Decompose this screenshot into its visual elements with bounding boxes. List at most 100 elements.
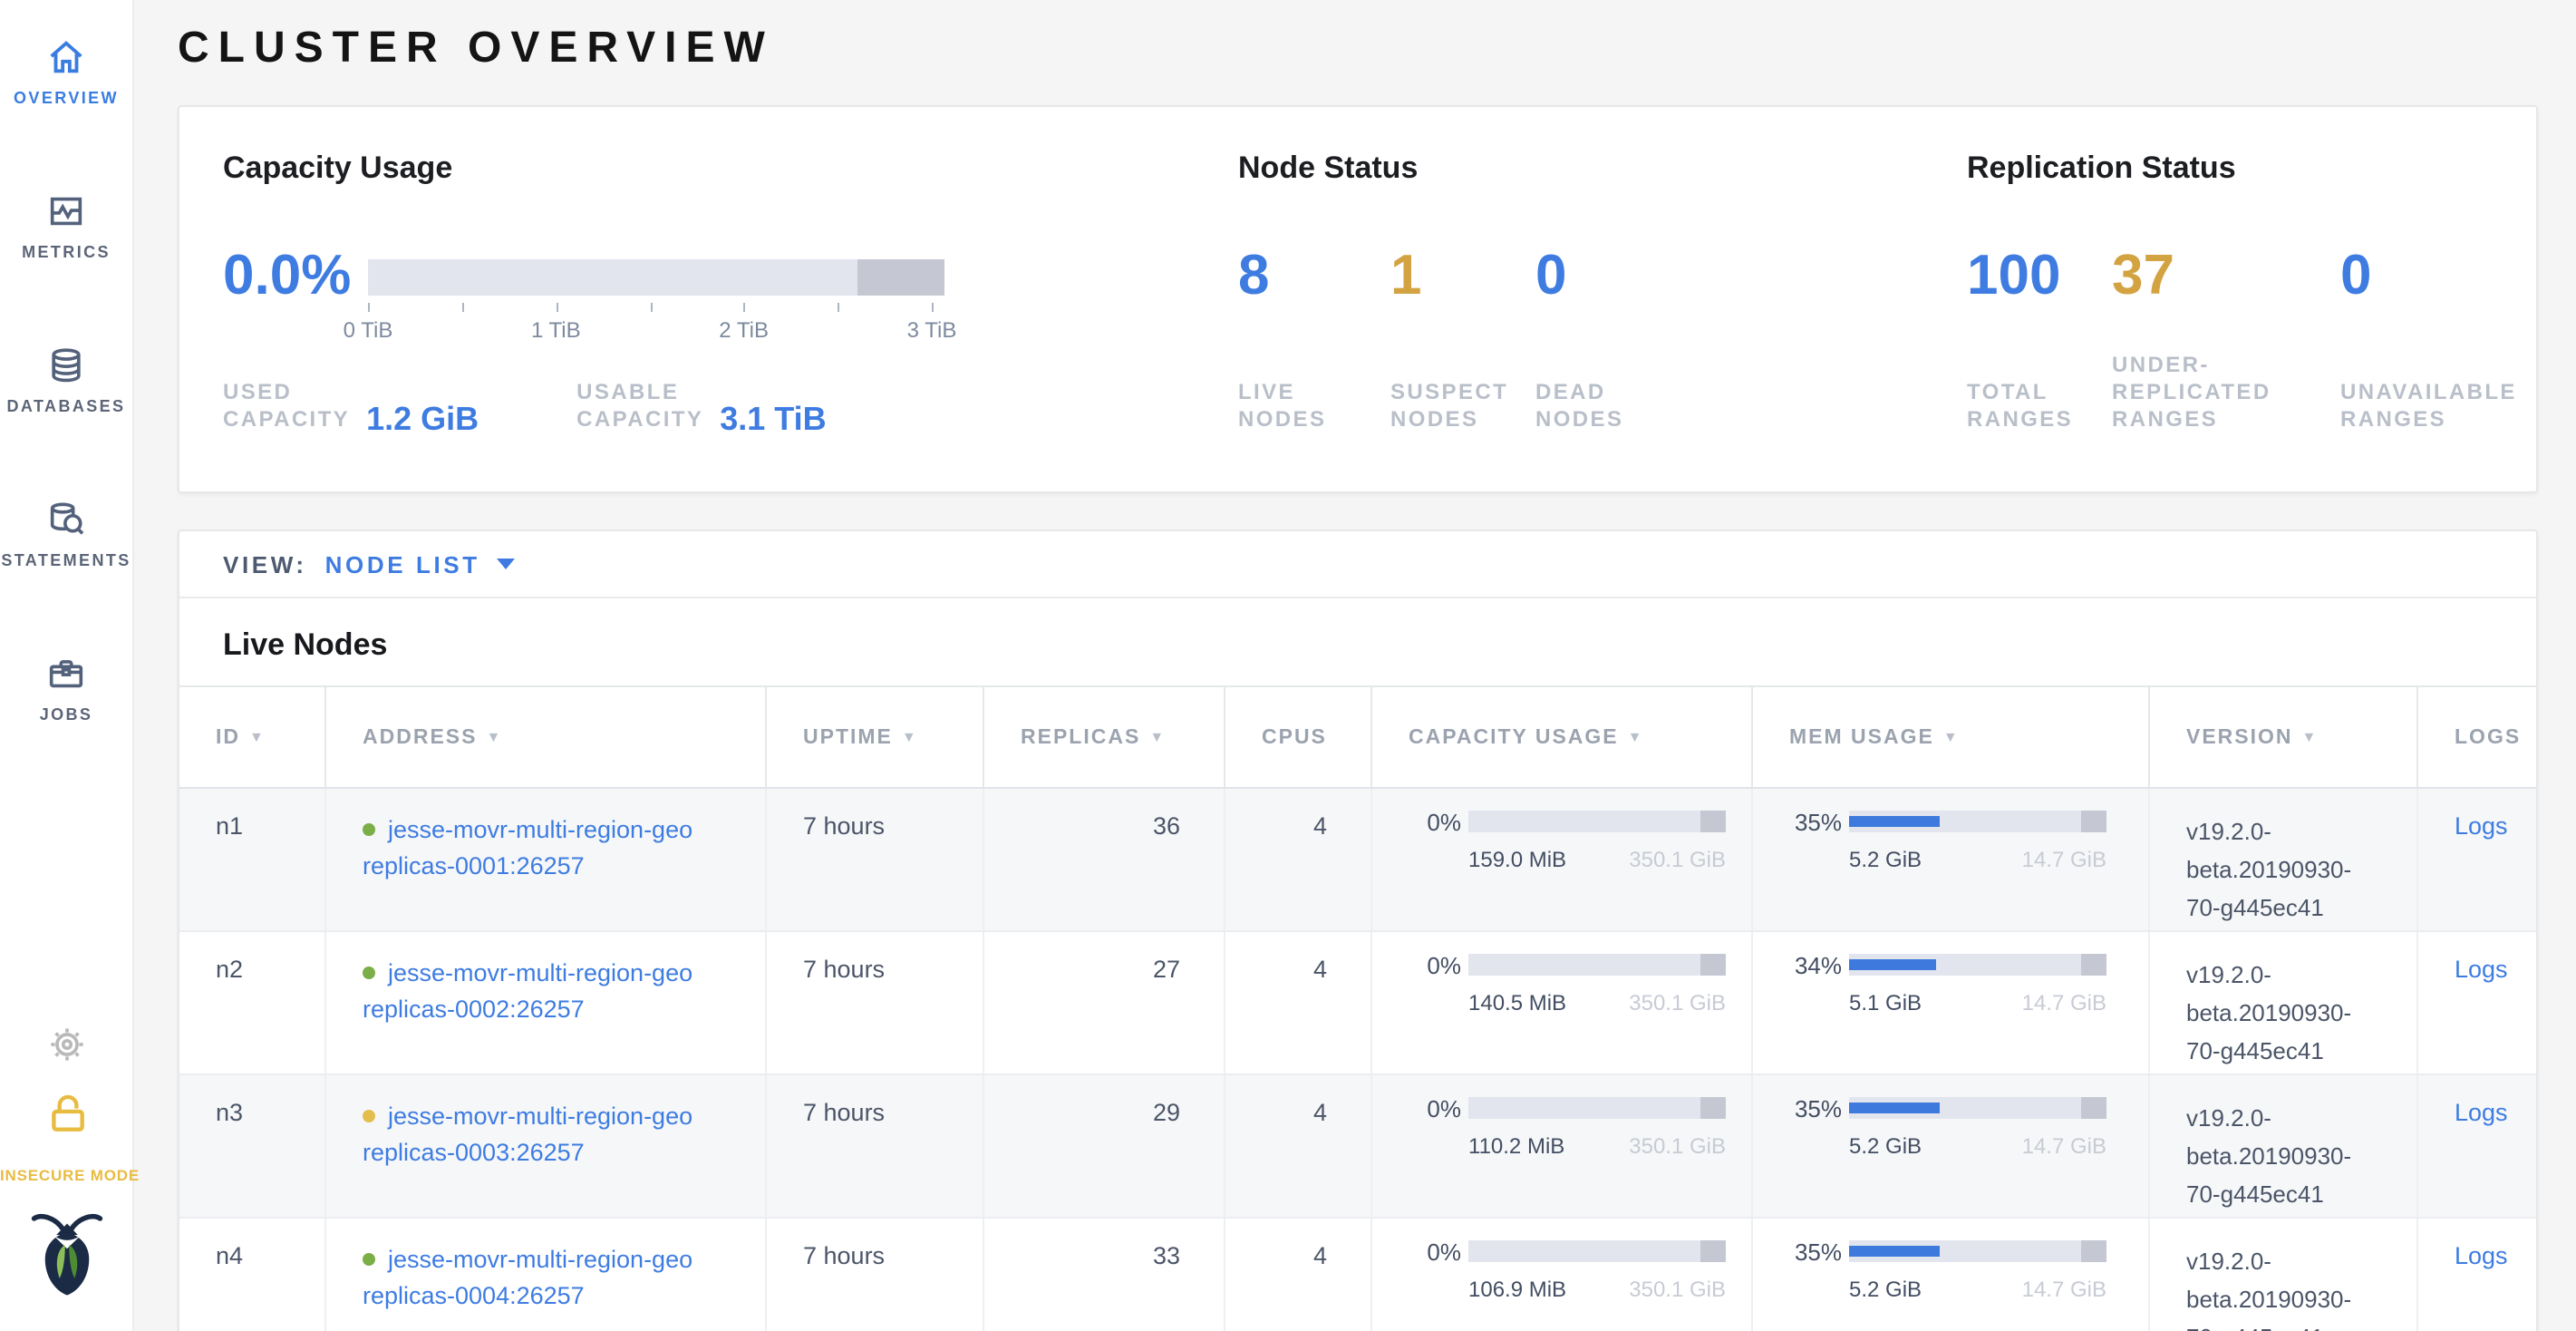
cpus-cell: 4 [1224,789,1370,930]
chevron-down-icon [496,559,515,569]
sort-arrow-icon: ▼ [1149,729,1167,745]
used-capacity-label: USED CAPACITY [223,379,351,432]
sort-arrow-icon: ▼ [1627,729,1644,745]
mem-usage-cell: 35% 5.2 GiB 14.7 GiB [1751,1219,2148,1331]
node-address-cell: jesse-movr-multi-region-geo replicas-0003… [324,1075,765,1217]
table-row: n4 jesse-movr-multi-region-geo replicas-0… [179,1219,2536,1331]
column-header-mem-usage[interactable]: MEM USAGE ▼ [1751,687,2148,787]
column-header-version[interactable]: VERSION ▼ [2148,687,2416,787]
capacity-usage-cell: 0% 110.2 MiB 350.1 GiB [1370,1075,1751,1217]
table-row: n2 jesse-movr-multi-region-geo replicas-0… [179,932,2536,1075]
usable-capacity-label: USABLE CAPACITY [576,379,704,432]
gauge-tick-label: 1 TiB [530,317,581,343]
sort-arrow-icon: ▼ [486,729,503,745]
dead-nodes-label: DEAD NODES [1535,379,1624,432]
version-cell: v19.2.0-beta.20190930-70-g445ec41 [2148,789,2416,930]
replication-status-section: Replication Status 100 37 0 TOTAL RANGES… [1967,151,2517,432]
column-header-logs[interactable]: LOGS [2416,687,2536,787]
used-capacity-stat: USED CAPACITY 1.2 GiB [223,379,479,437]
database-icon [0,345,132,386]
node-id-cell: n2 [216,956,244,983]
logs-cell: Logs [2416,1075,2536,1217]
node-health-dot-icon [363,1253,375,1266]
node-health-dot-icon [363,823,375,836]
sidebar-item-jobs[interactable]: JOBS [0,653,132,724]
node-id-cell: n4 [216,1242,244,1269]
cockroachdb-logo [0,1204,134,1307]
logs-cell: Logs [2416,789,2536,930]
settings-gear-icon[interactable] [0,1025,134,1074]
capacity-percent-value: 0.0% [223,243,352,306]
sidebar-item-label: METRICS [22,243,111,261]
metrics-chart-icon [0,190,132,232]
logs-link[interactable]: Logs [2455,812,2508,840]
sidebar-item-statements[interactable]: STATEMENTS [0,499,132,569]
cluster-summary-card: Capacity Usage 0.0% [178,105,2538,493]
logs-link[interactable]: Logs [2455,1099,2508,1126]
uptime-cell: 7 hours [765,932,983,1074]
column-header-replicas[interactable]: REPLICAS ▼ [983,687,1224,787]
node-id-cell: n3 [216,1099,244,1126]
insecure-lock-icon[interactable] [0,1090,134,1146]
mem-usage-cell: 34% 5.1 GiB 14.7 GiB [1751,932,2148,1074]
sidebar-item-metrics[interactable]: METRICS [0,190,132,261]
version-cell: v19.2.0-beta.20190930-70-g445ec41 [2148,1075,2416,1217]
column-header-uptime[interactable]: UPTIME ▼ [765,687,983,787]
live-nodes-count: 8 [1238,243,1270,306]
column-header-cpus[interactable]: CPUS [1224,687,1370,787]
sidebar-item-databases[interactable]: DATABASES [0,345,132,415]
total-ranges-count: 100 [1967,243,2061,306]
usable-capacity-stat: USABLE CAPACITY 3.1 TiB [576,379,827,437]
under-replicated-ranges-label: UNDER- REPLICATED RANGES [2112,352,2271,432]
memory-meter [1849,811,2106,832]
replicas-cell: 36 [983,789,1224,930]
gauge-tick-label: 3 TiB [906,317,957,343]
sidebar-item-label: OVERVIEW [14,89,119,107]
unavailable-ranges-count: 0 [2340,243,2372,306]
view-selector[interactable]: VIEW: NODE LIST [179,531,2536,598]
sidebar-item-label: STATEMENTS [1,551,131,569]
node-status-title: Node Status [1238,151,1419,185]
capacity-meter [1468,1097,1726,1119]
used-capacity-value: 1.2 GiB [366,401,479,437]
capacity-gauge-ticks [368,303,944,312]
node-health-dot-icon [363,967,375,979]
node-address-link[interactable]: jesse-movr-multi-region-geo replicas-0001… [363,816,693,879]
unavailable-ranges-label: UNAVAILABLE RANGES [2340,379,2517,432]
uptime-cell: 7 hours [765,1075,983,1217]
view-label: VIEW: [223,550,307,578]
capacity-meter [1468,954,1726,976]
column-header-capacity-usage[interactable]: CAPACITY USAGE ▼ [1370,687,1751,787]
mem-usage-cell: 35% 5.2 GiB 14.7 GiB [1751,1075,2148,1217]
statements-search-icon [0,499,132,540]
node-address-link[interactable]: jesse-movr-multi-region-geo replicas-0002… [363,959,693,1023]
node-status-section: Node Status 8 1 0 LIVE NODES SUSPECT NOD… [1238,151,1967,432]
column-header-id[interactable]: ID ▼ [216,726,266,748]
capacity-gauge-reserved-segment [857,259,944,296]
gauge-tick-label: 2 TiB [719,317,770,343]
dead-nodes-count: 0 [1535,243,1567,306]
capacity-gauge: 0 TiB 1 TiB 2 TiB 3 TiB [344,259,956,343]
sort-arrow-icon: ▼ [2301,729,2319,745]
sidebar-item-overview[interactable]: OVERVIEW [0,36,132,107]
sidebar-item-label: DATABASES [6,397,126,415]
gauge-tick-label: 0 TiB [343,317,393,343]
node-address-link[interactable]: jesse-movr-multi-region-geo replicas-0003… [363,1103,693,1166]
usable-capacity-value: 3.1 TiB [720,401,827,437]
column-header-address[interactable]: ADDRESS ▼ [324,687,765,787]
node-address-link[interactable]: jesse-movr-multi-region-geo replicas-0004… [363,1246,693,1309]
main-content: CLUSTER OVERVIEW Capacity Usage 0.0% [134,0,2576,1331]
version-cell: v19.2.0-beta.20190930-70-g445ec41 [2148,932,2416,1074]
nodes-table-card: VIEW: NODE LIST Live Nodes ID ▼ ADDRESS ▼ … [178,529,2538,1331]
logs-cell: Logs [2416,1219,2536,1331]
briefcase-icon [0,653,132,695]
suspect-nodes-count: 1 [1390,243,1422,306]
logs-cell: Logs [2416,932,2536,1074]
logs-link[interactable]: Logs [2455,956,2508,983]
logs-link[interactable]: Logs [2455,1242,2508,1269]
replicas-cell: 29 [983,1075,1224,1217]
capacity-usage-cell: 0% 159.0 MiB 350.1 GiB [1370,789,1751,930]
capacity-usage-cell: 0% 106.9 MiB 350.1 GiB [1370,1219,1751,1331]
version-cell: v19.2.0-beta.20190930-70-g445ec41 [2148,1219,2416,1331]
live-nodes-label: LIVE NODES [1238,379,1327,432]
